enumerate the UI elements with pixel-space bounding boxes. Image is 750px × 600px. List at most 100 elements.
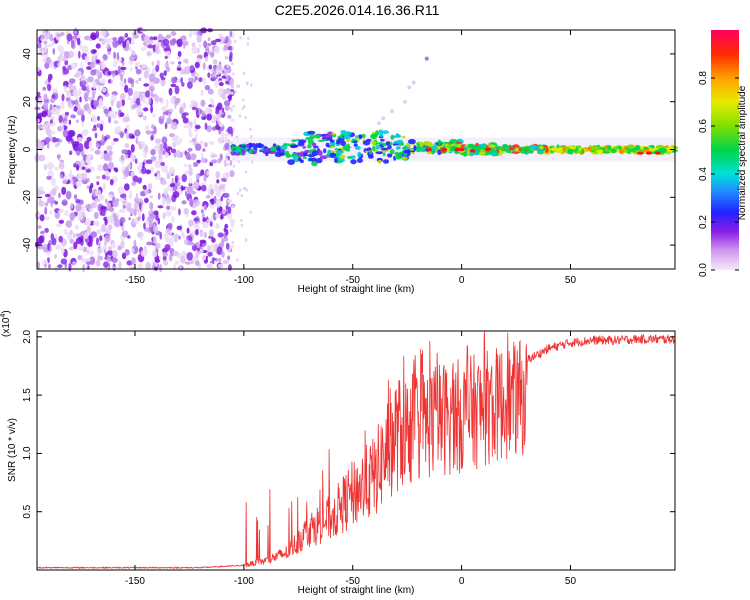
noise-point [204,84,211,91]
noise-point [70,138,74,145]
noise-point [226,163,229,167]
noise-point [45,30,51,40]
noise-point [37,225,42,229]
band-point [426,151,433,155]
noise-point [150,149,156,156]
band-point [372,131,376,135]
noise-point [168,108,174,113]
spectrogram-axes: -150 -100 -50 0 50 -40 -20 0 20 40 [22,30,675,286]
noise-point [153,145,160,151]
noise-point [183,239,189,245]
noise-point [230,221,235,228]
noise-point [137,177,143,184]
band-point [580,148,585,154]
noise-point [148,210,153,214]
noise-point [229,170,235,178]
band-point [628,145,633,150]
noise-point [209,262,214,269]
noise-point [47,243,50,251]
band-point [395,146,401,150]
noise-point [128,217,131,221]
noise-point [213,195,217,204]
noise-point [218,184,225,190]
noise-point [179,106,183,115]
noise-point [223,192,230,199]
y-tick-label: 20 [22,96,33,108]
band-point [323,148,327,154]
noise-point [218,122,224,127]
noise-point [145,169,152,175]
noise-point [231,62,234,66]
band-point [331,132,336,136]
noise-point [124,154,129,160]
noise-point [49,104,53,110]
noise-point [112,213,116,219]
noise-point [75,237,82,245]
noise-point [81,114,85,122]
noise-point [68,78,76,84]
noise-point [75,180,82,187]
noise-point [86,249,90,254]
band-point [389,148,395,155]
snr-frame [36,330,676,571]
noise-point [56,108,60,117]
noise-point [176,225,182,231]
noise-point [191,210,197,216]
noise-point [201,184,207,192]
noise-point [75,199,81,204]
band-point [420,147,426,153]
noise-point [135,66,138,70]
x-tick-label: -50 [346,275,361,286]
noise-point [135,68,142,75]
noise-point [163,233,170,240]
noise-point [250,134,253,139]
noise-point [169,183,175,188]
noise-point [69,212,76,221]
noise-point [160,78,166,87]
noise-point [107,51,111,55]
noise-point [210,188,214,196]
noise-point [178,208,181,216]
noise-point [87,241,93,247]
noise-point [140,94,144,102]
noise-point [207,244,210,253]
noise-point [51,94,56,99]
noise-point [142,184,147,190]
noise-point [232,128,235,132]
noise-point [45,193,51,198]
noise-point [104,170,110,176]
noise-point [194,76,198,81]
noise-point [153,95,160,102]
noise-point [39,47,45,55]
noise-point [173,264,177,271]
noise-point [250,83,253,87]
noise-point [211,126,217,131]
noise-point [128,47,132,52]
snr-plot [36,330,676,570]
band-point [401,156,408,160]
noise-point [193,217,199,222]
band-point [248,142,253,148]
noise-point [68,119,72,125]
noise-point [102,245,108,250]
noise-point [150,166,154,173]
noise-point [47,110,51,117]
noise-point [205,56,208,62]
noise-point [94,149,101,155]
noise-point [201,116,207,120]
noise-point [109,179,114,186]
noise-point [163,70,167,76]
noise-point [224,133,229,137]
noise-point [119,132,124,139]
noise-point [189,178,192,185]
noise-point [206,125,212,133]
noise-point [113,51,117,60]
noise-point [173,238,178,243]
x-tick-label: -50 [346,576,361,587]
noise-point [153,126,157,135]
noise-point [104,198,108,204]
noise-point [74,73,80,78]
noise-point [165,99,169,108]
noise-point [180,77,183,84]
band-point [262,148,270,153]
